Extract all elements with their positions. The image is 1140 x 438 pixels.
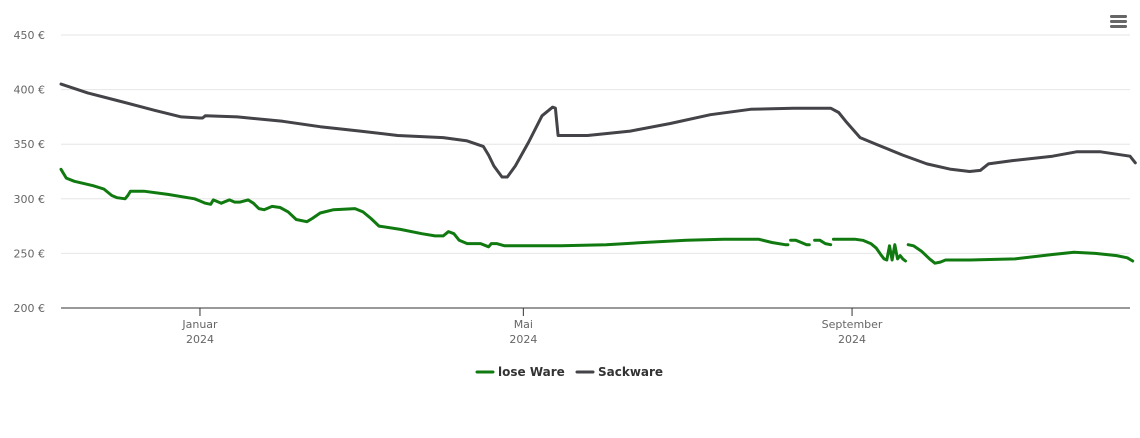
legend-item[interactable]: Sackware (575, 365, 663, 379)
y-tick-label: 350 € (14, 138, 46, 151)
legend-label: Sackware (598, 365, 663, 379)
legend-label: lose Ware (498, 365, 565, 379)
series-line (813, 238, 833, 247)
series-line (831, 237, 907, 263)
series-layer (59, 82, 1137, 265)
hamburger-menu-icon[interactable] (1105, 10, 1133, 34)
y-tick-label: 300 € (14, 193, 46, 206)
y-tick-label: 450 € (14, 29, 46, 42)
x-axis: Januar 2024 Mai 2024 September 2024 (61, 307, 1130, 346)
x-tick-label-month: Mai (514, 318, 533, 331)
legend-item[interactable]: lose Ware (475, 365, 565, 379)
series-sackware (59, 82, 1137, 179)
series-lose-ware (59, 167, 1135, 265)
legend[interactable]: lose Ware Sackware (475, 365, 663, 379)
y-axis: 200 € 250 € 300 € 350 € 400 € 450 € (14, 29, 46, 315)
x-tick-label-month: Januar (181, 318, 218, 331)
series-line (906, 243, 1135, 265)
y-tick-label: 400 € (14, 84, 46, 97)
series-line (59, 167, 790, 249)
x-tick-label-month: September (822, 318, 883, 331)
y-tick-label: 200 € (14, 302, 46, 315)
grid-layer (61, 34, 1130, 254)
y-tick-label: 250 € (14, 247, 46, 260)
series-line (789, 238, 811, 247)
series-line (59, 82, 1137, 179)
x-tick-label-year: 2024 (186, 333, 214, 346)
x-tick-label-year: 2024 (838, 333, 866, 346)
x-tick-label-year: 2024 (509, 333, 537, 346)
